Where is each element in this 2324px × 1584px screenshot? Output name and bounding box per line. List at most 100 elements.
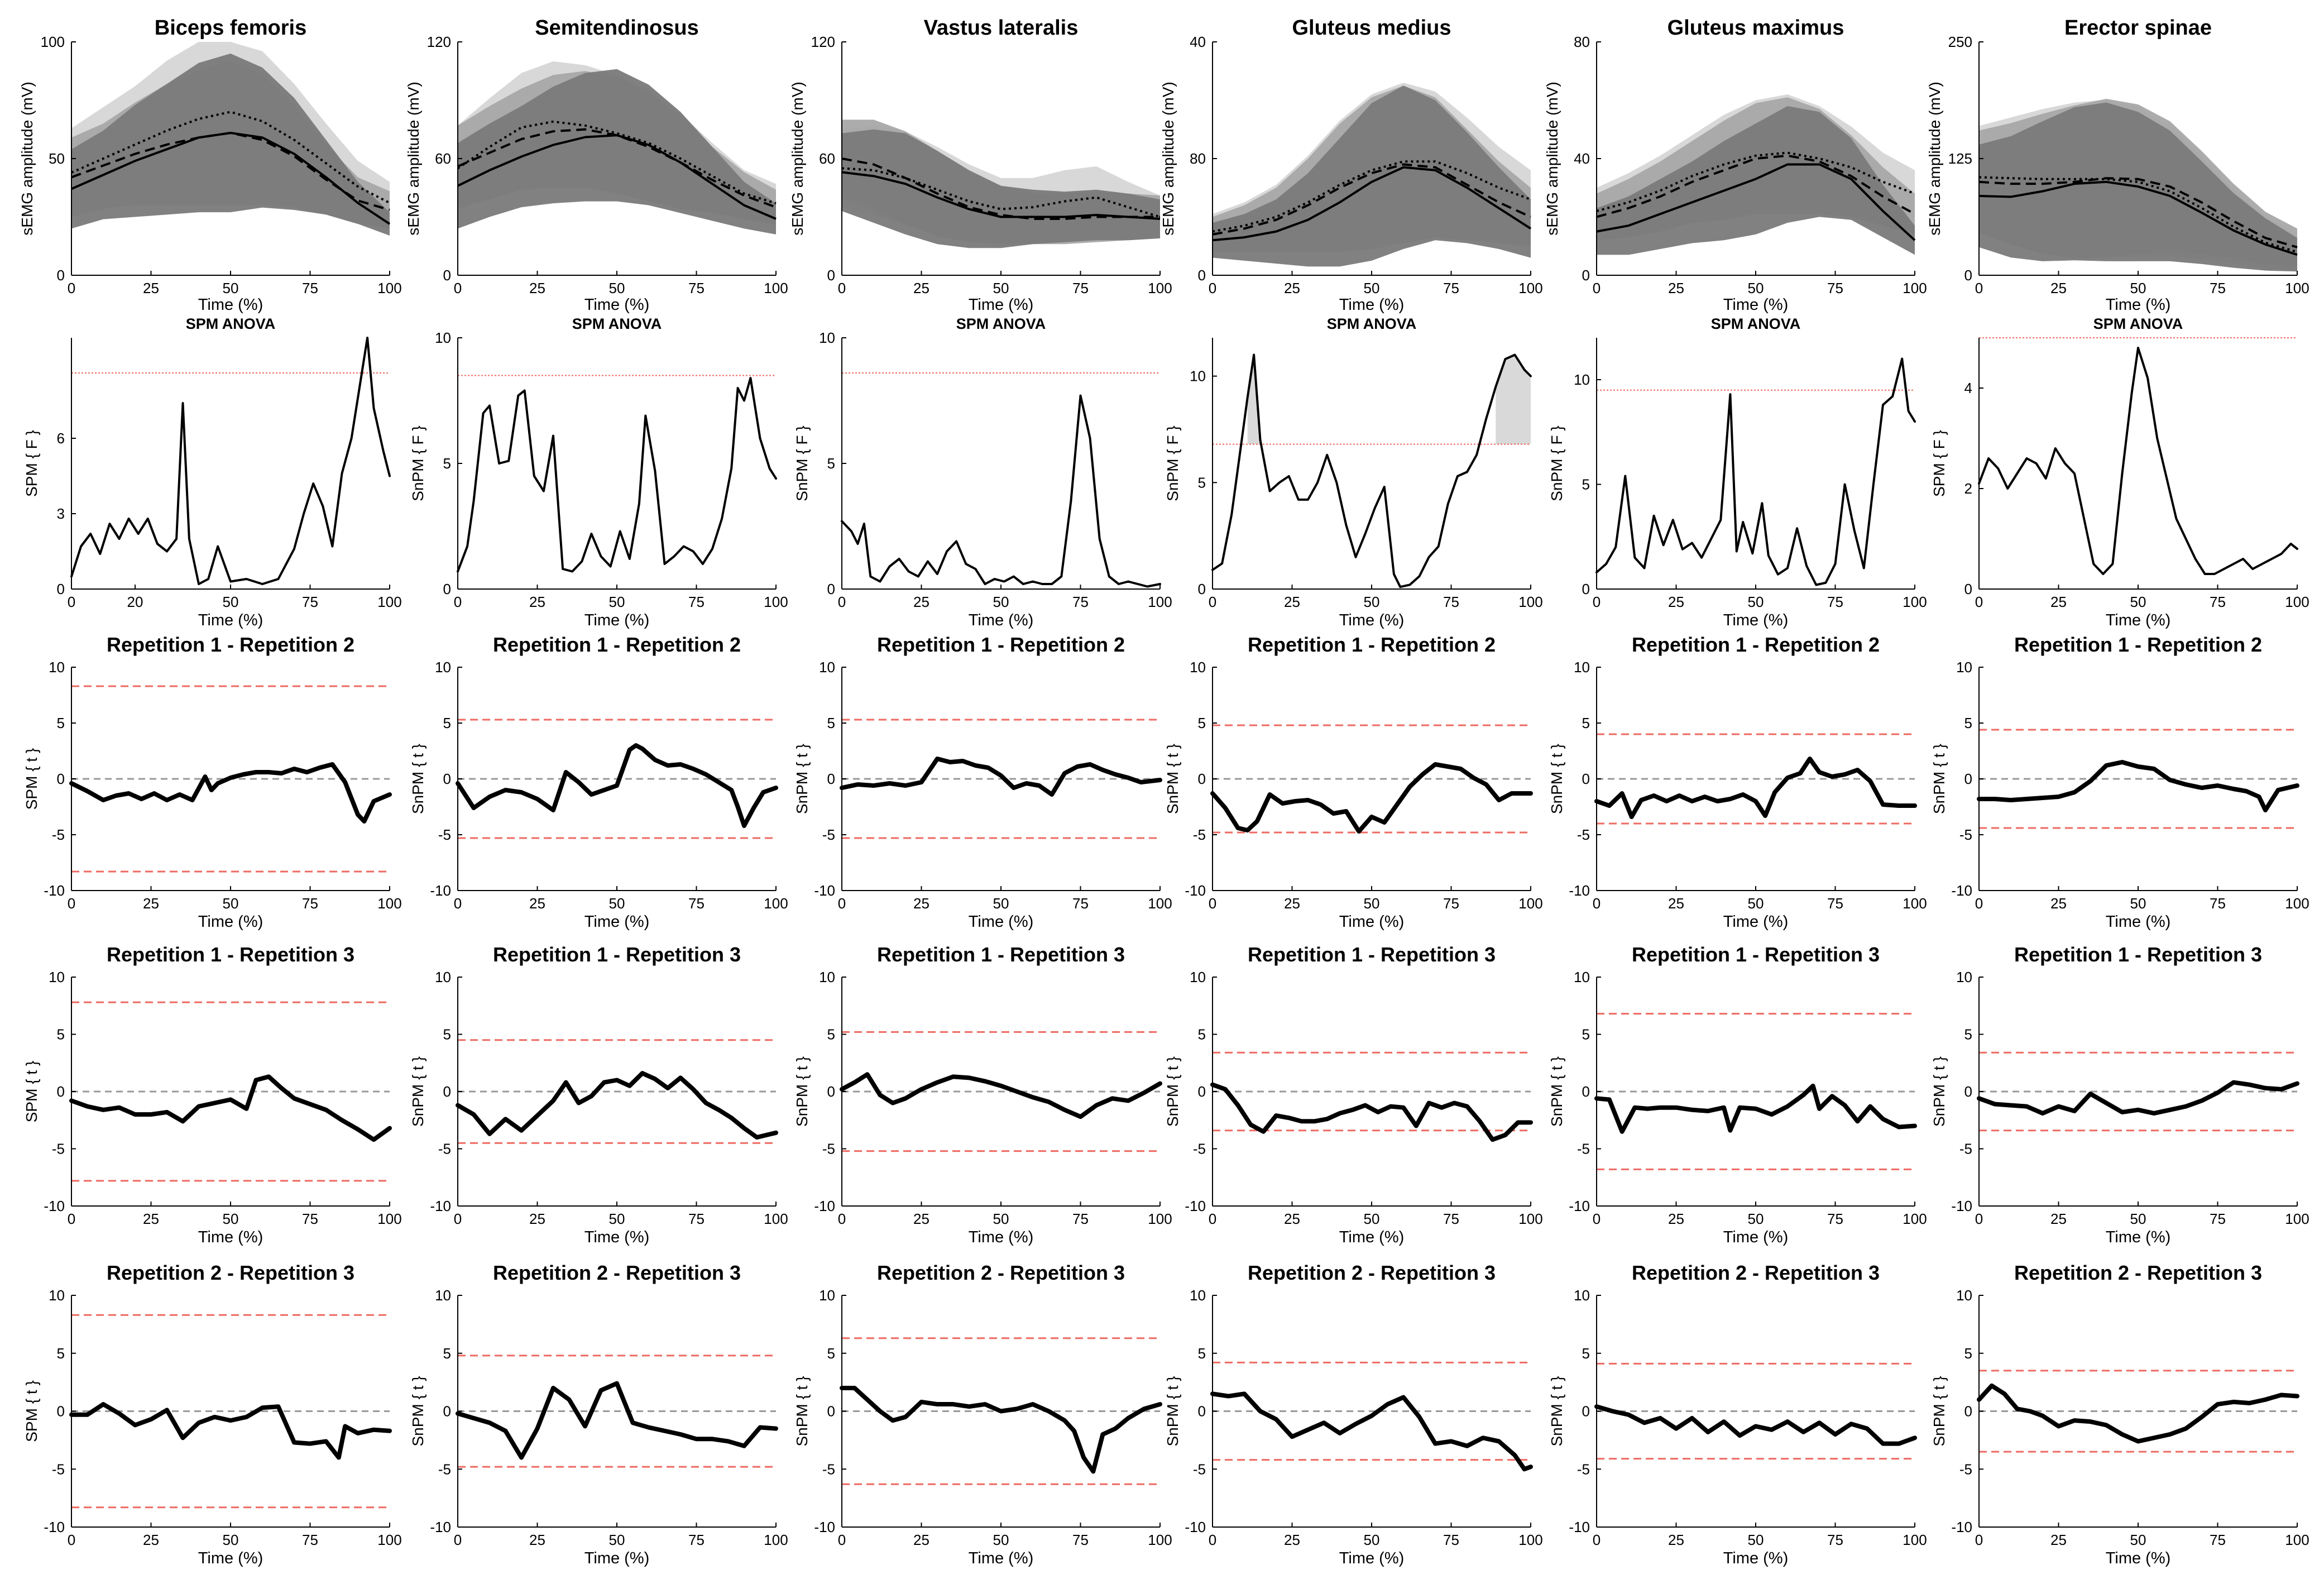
x-axis-label: Time (%) bbox=[2106, 913, 2171, 931]
chart-rep23-gluteus-maximus: Repetition 2 - Repetition 30 25 50 75 100Tim… bbox=[1548, 1261, 1927, 1567]
x-tick-label: 0 bbox=[1975, 1532, 1983, 1548]
x-tick-label: 25 bbox=[2050, 280, 2067, 296]
x-tick-label: 25 bbox=[1284, 594, 1300, 610]
chart-title: Repetition 1 - Repetition 3 bbox=[1632, 943, 1880, 966]
y-tick-label: 5 bbox=[1198, 715, 1206, 731]
chart-semg-biceps-femoris: Biceps femoris 0 25 50 75 100 Time (%) 0 50 100 sE… bbox=[18, 16, 402, 314]
x-tick-label: 50 bbox=[1364, 1532, 1380, 1548]
y-tick-label: -10 bbox=[430, 1198, 451, 1214]
x-tick-label: 25 bbox=[2050, 895, 2067, 912]
x-axis-label: Time (%) bbox=[1339, 1549, 1405, 1567]
x-tick-label: 25 bbox=[529, 1210, 545, 1227]
chart-anova-biceps-femoris: SPM ANOVA 0 20 50 75 100 Time (%) 0 3 6 SPM { F } bbox=[23, 315, 402, 629]
x-tick-label: 100 bbox=[2285, 280, 2309, 296]
y-axis-label: sEMG amplitude (mV) bbox=[789, 82, 806, 235]
chart-title: Repetition 1 - Repetition 3 bbox=[1248, 943, 1496, 966]
x-tick-label: 75 bbox=[1827, 280, 1843, 296]
x-tick-label: 100 bbox=[1903, 280, 1927, 296]
sd-band-repetition-1 bbox=[1597, 106, 1915, 255]
x-tick-label: 100 bbox=[377, 1210, 401, 1227]
y-tick-label: 5 bbox=[1964, 1026, 1972, 1043]
chart-semg-erector-spinae: Erector spinae 0 25 50 75 100 Time (%) 0 125 250 s… bbox=[1926, 16, 2309, 314]
y-tick-label: 10 bbox=[49, 659, 65, 676]
chart-title: Repetition 1 - Repetition 2 bbox=[2014, 633, 2262, 656]
chart-title: SPM ANOVA bbox=[1711, 315, 1801, 332]
y-tick-label: 80 bbox=[1190, 150, 1206, 167]
x-tick-label: 75 bbox=[302, 1210, 318, 1227]
x-tick-label: 50 bbox=[223, 594, 239, 610]
y-tick-label: -10 bbox=[814, 1198, 835, 1214]
chart-title: Repetition 1 - Repetition 2 bbox=[493, 633, 741, 656]
statistic-curve bbox=[457, 377, 777, 573]
y-axis-label: SPM { F } bbox=[23, 430, 40, 497]
x-axis-label: Time (%) bbox=[969, 1228, 1034, 1246]
x-axis-label: Time (%) bbox=[969, 913, 1034, 931]
x-tick-label: 0 bbox=[1209, 1532, 1216, 1548]
y-tick-label: -5 bbox=[52, 1141, 65, 1157]
x-tick-label: 50 bbox=[1364, 280, 1380, 296]
statistic-curve bbox=[1977, 1383, 2299, 1444]
x-tick-label: 50 bbox=[609, 1210, 625, 1227]
x-tick-label: 0 bbox=[838, 594, 846, 610]
x-tick-label: 50 bbox=[1364, 895, 1380, 912]
chart-title: Vastus lateralis bbox=[924, 16, 1079, 40]
x-tick-label: 100 bbox=[1148, 1532, 1172, 1548]
y-tick-label: -10 bbox=[1569, 882, 1590, 899]
x-tick-label: 50 bbox=[1748, 594, 1764, 610]
chart-rep12-vastus-lateralis: Repetition 1 - Repetition 20 25 50 75 100Tim… bbox=[793, 633, 1172, 931]
y-axis-label: SnPM { t } bbox=[1164, 1376, 1181, 1446]
x-tick-label: 75 bbox=[2210, 280, 2226, 296]
y-tick-label: 10 bbox=[1956, 969, 1972, 985]
y-axis-label: SnPM { t } bbox=[1164, 1056, 1181, 1127]
y-axis-label: SnPM { t } bbox=[1930, 1056, 1948, 1127]
x-axis-label: Time (%) bbox=[584, 913, 650, 931]
y-tick-label: -5 bbox=[1193, 1141, 1206, 1157]
y-tick-label: 5 bbox=[1582, 476, 1590, 493]
y-axis-label: SnPM { t } bbox=[409, 744, 427, 814]
y-tick-label: 10 bbox=[1190, 1287, 1206, 1304]
x-tick-label: 75 bbox=[1827, 1532, 1843, 1548]
y-tick-label: -5 bbox=[438, 1461, 451, 1477]
y-tick-label: 10 bbox=[1574, 371, 1590, 388]
x-tick-label: 25 bbox=[913, 895, 929, 912]
x-tick-label: 100 bbox=[2285, 594, 2309, 610]
chart-rep12-gluteus-medius: Repetition 1 - Repetition 20 25 50 75 100Tim… bbox=[1164, 633, 1543, 931]
y-tick-label: 5 bbox=[827, 455, 835, 472]
y-axis-label: SnPM { t } bbox=[409, 1056, 427, 1127]
x-tick-label: 50 bbox=[1748, 895, 1764, 912]
x-tick-label: 25 bbox=[529, 895, 545, 912]
y-axis-label: SnPM { t } bbox=[793, 1056, 811, 1127]
y-axis-label: SnPM { t } bbox=[1930, 744, 1948, 814]
x-tick-label: 50 bbox=[993, 895, 1009, 912]
x-tick-label: 100 bbox=[1903, 1210, 1927, 1227]
y-tick-label: 40 bbox=[1190, 34, 1206, 50]
x-axis-label: Time (%) bbox=[969, 1549, 1034, 1567]
y-axis-label: SnPM { t } bbox=[1548, 1376, 1565, 1446]
series-line-repetition-1 bbox=[1596, 163, 1916, 241]
x-tick-label: 75 bbox=[302, 594, 318, 610]
chart-anova-gluteus-maximus: SPM ANOVA 0 25 50 75 100 Time (%) 0 5 10 SnPM { F … bbox=[1548, 315, 1927, 629]
x-tick-label: 50 bbox=[2130, 895, 2146, 912]
chart-title: SPM ANOVA bbox=[956, 315, 1046, 332]
statistic-curve bbox=[456, 1381, 778, 1460]
x-tick-label: 0 bbox=[454, 895, 462, 912]
y-tick-label: 0 bbox=[827, 1403, 835, 1420]
statistic-curve bbox=[1977, 760, 2299, 812]
chart-title: Repetition 1 - Repetition 2 bbox=[1632, 633, 1880, 656]
chart-semg-semitendinosus: Semitendinosus 0 25 50 75 100 Time (%) 0 60 120 sE… bbox=[405, 16, 788, 314]
x-axis-label: Time (%) bbox=[1339, 296, 1405, 314]
statistic-curve bbox=[1977, 1080, 2299, 1116]
chart-semg-vastus-lateralis: Vastus lateralis 0 25 50 75 100 Time (%) 0 60 120… bbox=[789, 16, 1172, 314]
y-tick-label: 60 bbox=[819, 150, 835, 167]
x-tick-label: 20 bbox=[127, 594, 143, 610]
x-tick-label: 50 bbox=[993, 594, 1009, 610]
x-tick-label: 25 bbox=[529, 280, 545, 296]
x-tick-label: 50 bbox=[993, 1210, 1009, 1227]
y-tick-label: 0 bbox=[1198, 1083, 1206, 1100]
y-tick-label: 2 bbox=[1964, 480, 1972, 497]
x-tick-label: 50 bbox=[609, 280, 625, 296]
chart-anova-vastus-lateralis: SPM ANOVA 0 25 50 75 100 Time (%) 0 5 10 SnPM { F … bbox=[793, 315, 1172, 629]
x-tick-label: 50 bbox=[223, 280, 239, 296]
x-tick-label: 100 bbox=[764, 1532, 788, 1548]
x-tick-label: 75 bbox=[2210, 1532, 2226, 1548]
